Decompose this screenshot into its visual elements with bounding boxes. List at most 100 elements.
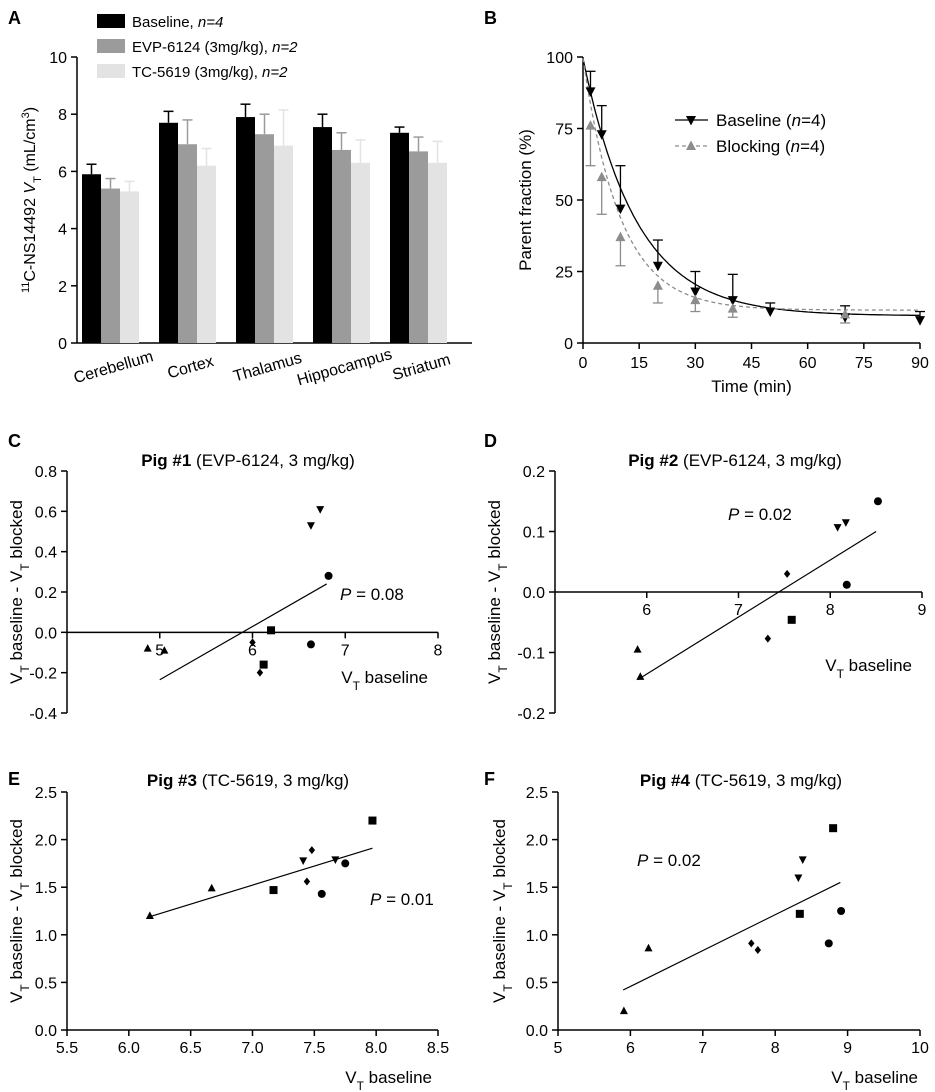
panel-e-xtick-label: 7.0 — [241, 1040, 263, 1057]
panel-d-xtick-label: 6 — [642, 602, 651, 619]
panel-b-xtick-label: 75 — [855, 355, 873, 372]
panel-b-point — [727, 296, 738, 306]
panel-a-legend-label: EVP-6124 (3mg/kg), n=2 — [132, 39, 298, 56]
panel-f-ytick-label: 1.0 — [526, 928, 548, 945]
panel-f-ytick-label: 2.0 — [526, 833, 548, 850]
panel-f-xtick-label: 5 — [554, 1040, 563, 1057]
panel-a-ytick-label: 6 — [58, 164, 67, 181]
panel-b-point — [690, 287, 701, 298]
panel-c-xtick-label: 6 — [248, 642, 257, 659]
panel-f-ylabel: VT baseline - VT blocked — [490, 819, 515, 1003]
panel-d-ytick-label: -0.1 — [517, 646, 545, 663]
panel-d-title: Pig #2 (EVP-6124, 3 mg/kg) — [628, 451, 842, 470]
panel-f-ytick-label: 1.5 — [526, 880, 548, 897]
panel-e-point — [145, 911, 154, 919]
panel-c-p-value: P = 0.08 — [340, 585, 404, 604]
panel-f-point — [619, 1006, 628, 1015]
panel-b-point — [652, 261, 663, 272]
panel-d-ytick-label: 0.2 — [523, 464, 545, 481]
panel-c-fit-line — [159, 583, 327, 681]
panel-e-ytick-label: 1.5 — [35, 880, 57, 897]
panel-b-point — [596, 130, 607, 140]
panel-b-xtick-label: 45 — [743, 355, 761, 372]
panel-b-xlabel: Time (min) — [711, 377, 792, 396]
panel-e-ytick-label: 1.0 — [35, 928, 57, 945]
panel-f-xtick-label: 6 — [626, 1040, 635, 1057]
panel-d-xlabel: VT baseline — [825, 656, 912, 681]
panel-d-point — [787, 615, 796, 624]
panel-a-legend-swatch — [97, 64, 125, 78]
panel-b-point — [652, 280, 663, 290]
panel-f-ytick-label: 0.5 — [526, 975, 548, 992]
panel-letter-a: A — [8, 8, 21, 28]
panel-c-point — [259, 660, 268, 669]
panel-b-point — [585, 87, 596, 97]
panel-e-ytick-label: 0.0 — [35, 1023, 57, 1040]
panel-c-point — [306, 640, 315, 649]
panel-c-point — [316, 506, 325, 514]
panel-b-xtick-label: 30 — [686, 355, 704, 372]
panel-a-category-label: Hippocampus — [295, 346, 394, 389]
panel-letter-f: F — [484, 769, 495, 789]
panel-d-ytick-label: -0.2 — [517, 706, 545, 723]
panel-a-legend-swatch — [97, 39, 125, 53]
panel-d-xtick-label: 8 — [826, 602, 835, 619]
panel-a-bar — [197, 165, 216, 343]
panel-a-category-label: Thalamus — [232, 350, 304, 386]
panel-f-point — [798, 856, 807, 864]
panel-f-point — [748, 939, 755, 948]
panel-a-bar — [351, 162, 370, 343]
panel-d-point — [764, 634, 772, 643]
panel-c-ytick-label: 0.2 — [35, 585, 57, 602]
panel-b-ylabel: Parent fraction (%) — [516, 129, 535, 271]
panel-a-category-label: Cortex — [166, 353, 216, 382]
panel-b-legend-marker — [686, 140, 696, 150]
panel-c-ytick-label: 0.0 — [35, 625, 57, 642]
panel-d-xtick-label: 7 — [734, 602, 743, 619]
panel-a-legend-swatch — [97, 14, 125, 28]
panel-a-bar — [101, 188, 120, 343]
panel-e-xtick-label: 8.0 — [365, 1040, 387, 1057]
panel-b-point — [765, 307, 776, 318]
panel-f-p-value: P = 0.02 — [637, 851, 701, 870]
panel-f-point — [754, 946, 762, 955]
panel-f-chart: 0.0 0.5 1.0 1.5 2.0 2.5 5 6 7 8 9 10 Pig #4 (TC-5619… — [490, 771, 929, 1092]
panel-a-bar — [409, 151, 428, 343]
panel-d-p-value: P = 0.02 — [728, 505, 792, 524]
panel-c-point — [160, 646, 169, 654]
panel-e-xtick-label: 5.5 — [56, 1040, 78, 1057]
panel-c-point — [256, 668, 264, 677]
panel-a-ytick-label: 0 — [58, 336, 67, 353]
panel-b-legend-marker — [686, 116, 696, 126]
panel-letter-c: C — [8, 431, 21, 451]
panel-e-ylabel: VT baseline - VT blocked — [7, 819, 32, 1003]
panel-c-ytick-label: 0.4 — [35, 545, 57, 562]
panel-a-bar — [236, 117, 255, 343]
panel-c-point — [267, 626, 276, 635]
panel-f-point — [829, 824, 838, 833]
panel-c-ylabel: VT baseline - VT blocked — [7, 500, 32, 684]
panel-e-xtick-label: 6.0 — [118, 1040, 140, 1057]
panel-a-bar — [390, 132, 409, 343]
panel-d-point — [841, 519, 850, 527]
panel-a-bar — [274, 145, 293, 343]
panel-d-chart: -0.2 -0.1 0.0 0.1 0.2 6 7 8 9 Pig #2 (EVP-6124, 3… — [485, 451, 927, 723]
panel-d-point — [783, 569, 791, 578]
panel-e-xtick-label: 7.5 — [303, 1040, 325, 1057]
panel-a-category-label: Cerebellum — [72, 348, 155, 387]
panel-a-ytick-label: 8 — [58, 107, 67, 124]
panel-e-ytick-label: 0.5 — [35, 975, 57, 992]
panel-a-ylabel: 11C-NS14492 VT (mL/cm3) — [20, 107, 44, 293]
panel-e-fit-line — [149, 847, 373, 918]
panel-b-blocking-fit — [582, 58, 920, 311]
panel-a-bar — [255, 134, 274, 343]
panel-d-point — [873, 497, 882, 506]
panel-e-ytick-label: 2.5 — [35, 785, 57, 802]
panel-d-xtick-label: 9 — [918, 602, 927, 619]
panel-d-fit-line — [637, 530, 877, 681]
panel-e-point — [269, 886, 278, 895]
panel-b-legend-label: Baseline (n=4) — [716, 111, 826, 130]
panel-f-xtick-label: 7 — [698, 1040, 707, 1057]
panel-a-bar — [332, 149, 351, 343]
